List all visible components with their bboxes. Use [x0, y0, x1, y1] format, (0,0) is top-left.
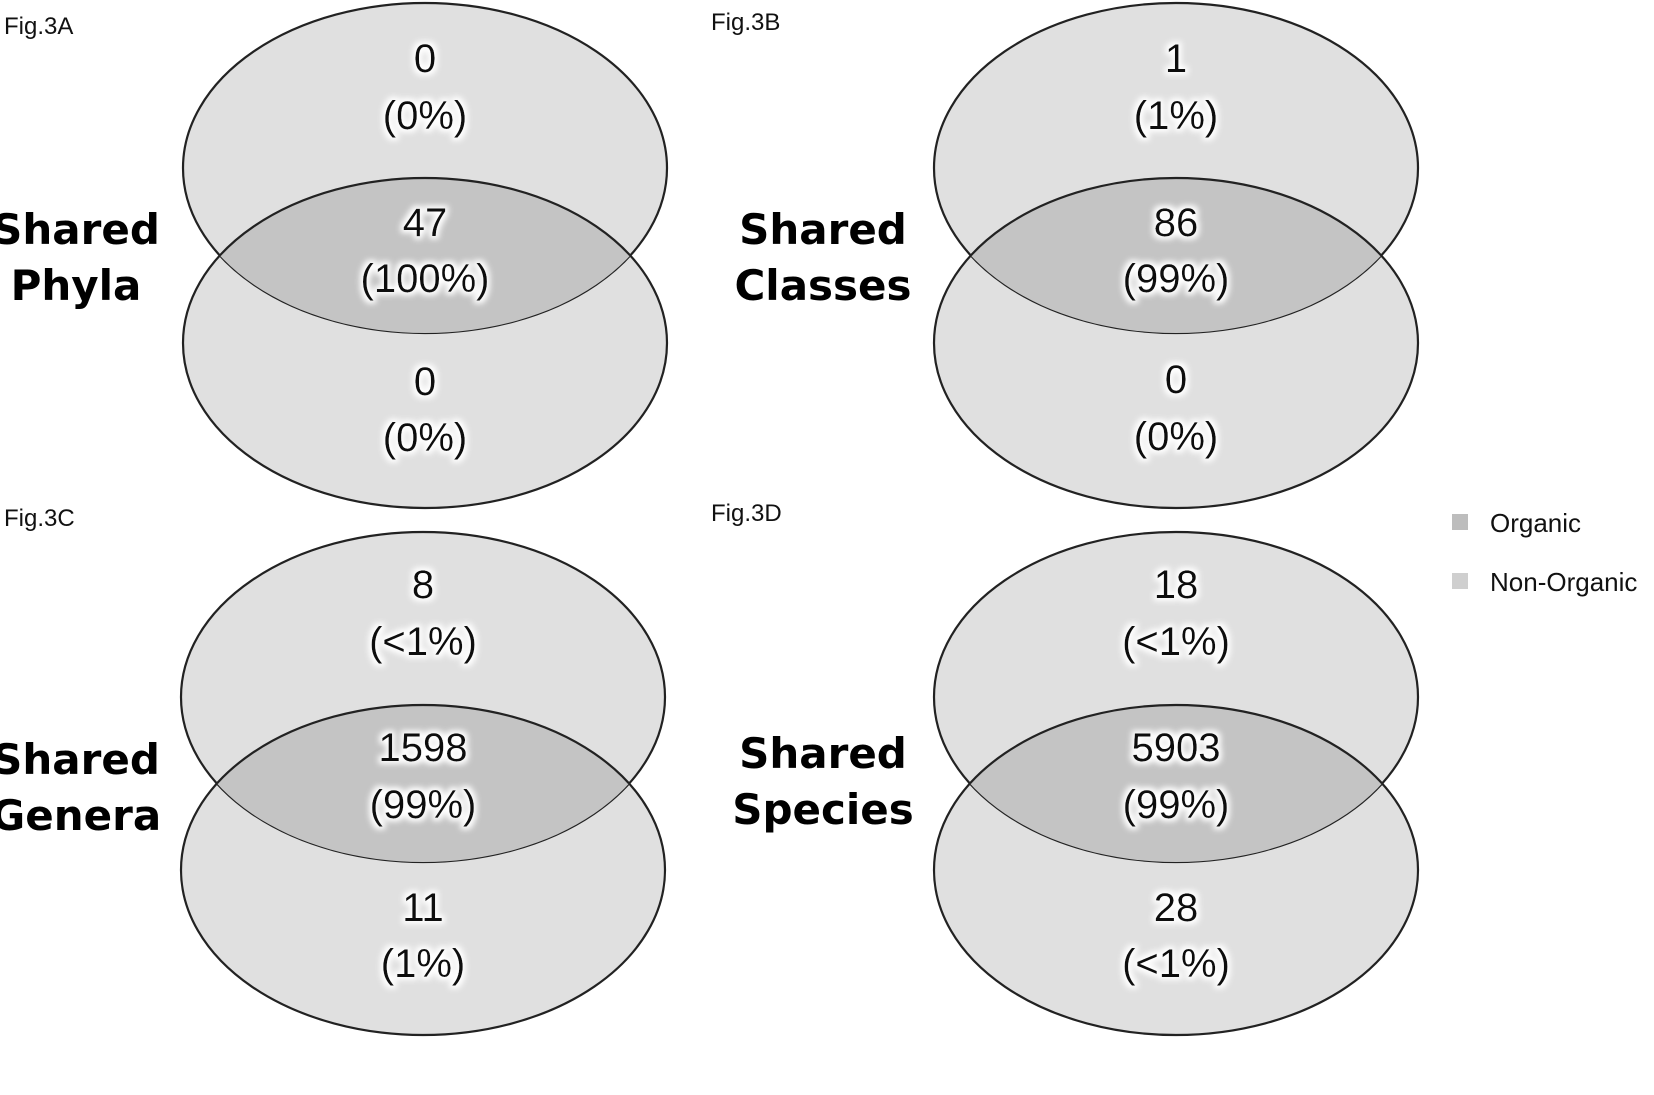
panel-a-title-line1: Shared: [0, 205, 160, 254]
legend-label-organic: Organic: [1490, 508, 1581, 538]
panel-c-fig-label: Fig.3C: [4, 505, 75, 532]
panel-d-bottom-count: 28: [1154, 886, 1199, 930]
panel-b-overlap-region: [934, 176, 1418, 333]
panel-c-title-line2: Genera: [0, 791, 161, 840]
panel-a: Fig.3A Shared Phyla 0 (0%) 47 (100%) 0 (…: [0, 1, 669, 510]
panel-d-overlap-pct: (99%): [1123, 783, 1230, 827]
panel-b-top-count: 1: [1165, 37, 1187, 81]
panel-c-overlap-pct: (99%): [370, 783, 477, 827]
panel-b-title-line1: Shared: [739, 205, 907, 254]
panel-b-bottom-pct: (0%): [1134, 415, 1218, 459]
panel-d-bottom-pct: (<1%): [1122, 942, 1230, 986]
panel-b-top-pct: (1%): [1134, 94, 1218, 138]
panel-b-bottom-count: 0: [1165, 358, 1187, 402]
panel-c-bottom-count: 11: [402, 886, 444, 930]
panel-c-top-pct: (<1%): [369, 620, 477, 664]
panel-d-top-count: 18: [1154, 563, 1199, 607]
panel-a-overlap-pct: (100%): [361, 257, 490, 301]
panel-c: Fig.3C Shared Genera 8 (<1%) 1598 (99%) …: [0, 505, 667, 1037]
panel-a-top-pct: (0%): [383, 94, 467, 138]
panel-b-overlap-pct: (99%): [1123, 257, 1230, 301]
panel-d-title-line2: Species: [732, 785, 914, 834]
panel-c-top-count: 8: [412, 563, 434, 607]
legend-swatch-organic: [1452, 514, 1468, 530]
panel-c-bottom-pct: (1%): [381, 942, 465, 986]
panel-a-overlap-region: [183, 176, 667, 333]
legend-label-non-organic: Non-Organic: [1490, 567, 1637, 597]
panel-d-top-pct: (<1%): [1122, 620, 1230, 664]
panel-a-bottom-count: 0: [414, 360, 436, 404]
panel-d-title-line1: Shared: [739, 729, 907, 778]
panel-c-title-line1: Shared: [0, 735, 160, 784]
panel-d: Fig.3D Shared Species 18 (<1%) 5903 (99%…: [711, 500, 1420, 1037]
panel-d-overlap-count: 5903: [1132, 726, 1221, 770]
panel-b: Fig.3B Shared Classes 1 (1%) 86 (99%) 0 …: [711, 1, 1420, 510]
panel-b-overlap-count: 86: [1154, 201, 1199, 245]
panel-d-fig-label: Fig.3D: [711, 500, 782, 527]
panel-a-overlap-count: 47: [403, 201, 448, 245]
panel-a-fig-label: Fig.3A: [4, 13, 73, 40]
panel-b-title-line2: Classes: [734, 261, 911, 310]
panel-a-bottom-pct: (0%): [383, 416, 467, 460]
panel-a-top-count: 0: [414, 37, 436, 81]
legend-swatch-non-organic: [1452, 573, 1468, 589]
panel-c-overlap-count: 1598: [379, 726, 468, 770]
legend: Organic Non-Organic: [1452, 508, 1637, 597]
panel-c-overlap-region: [181, 703, 665, 862]
panel-b-fig-label: Fig.3B: [711, 9, 780, 36]
panel-a-title-line2: Phyla: [11, 261, 142, 310]
panel-d-overlap-region: [934, 703, 1418, 862]
